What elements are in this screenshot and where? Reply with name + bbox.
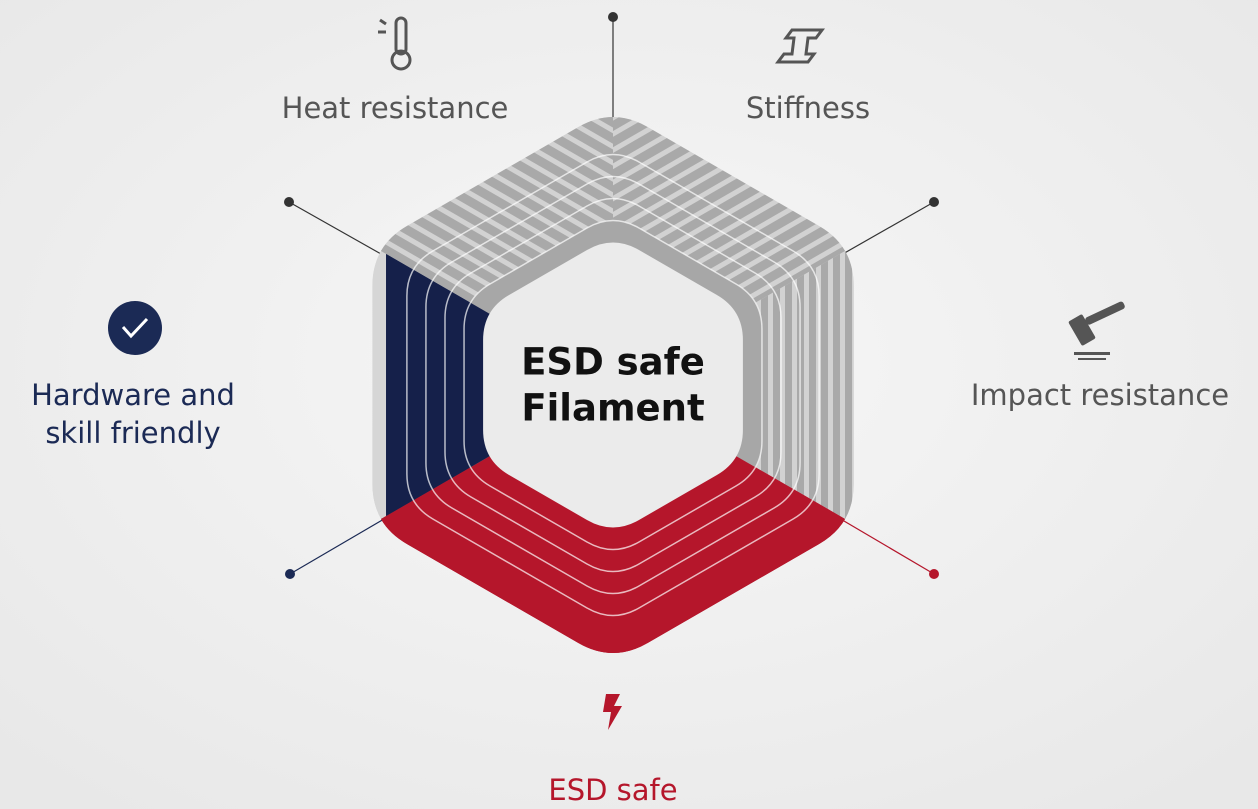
property-label: Heat resistance <box>282 91 509 125</box>
axis-dot <box>929 569 939 579</box>
property-label: skill friendly <box>45 416 220 450</box>
ring-line <box>425 175 801 595</box>
inner-face <box>483 242 743 528</box>
ring-line <box>463 219 763 551</box>
property-label: Stiffness <box>746 91 870 125</box>
axis-dot <box>929 197 939 207</box>
property-label: Hardware and <box>31 378 235 412</box>
beam-icon <box>775 28 825 64</box>
thermometer-icon <box>378 16 412 71</box>
property-label: Impact resistance <box>971 378 1229 412</box>
check-icon <box>108 301 162 355</box>
center-label: Filament <box>521 387 704 430</box>
axis-dot <box>608 12 618 22</box>
ring-line <box>444 197 782 573</box>
property-label: ESD safe <box>548 773 677 807</box>
ring-line <box>406 153 820 617</box>
axis-dot <box>285 569 295 579</box>
bolt-icon <box>603 694 622 730</box>
hammer-icon <box>1068 301 1125 360</box>
axis-dot <box>284 197 294 207</box>
center-label: ESD safe <box>521 341 705 384</box>
inner-hexagon <box>483 242 743 528</box>
